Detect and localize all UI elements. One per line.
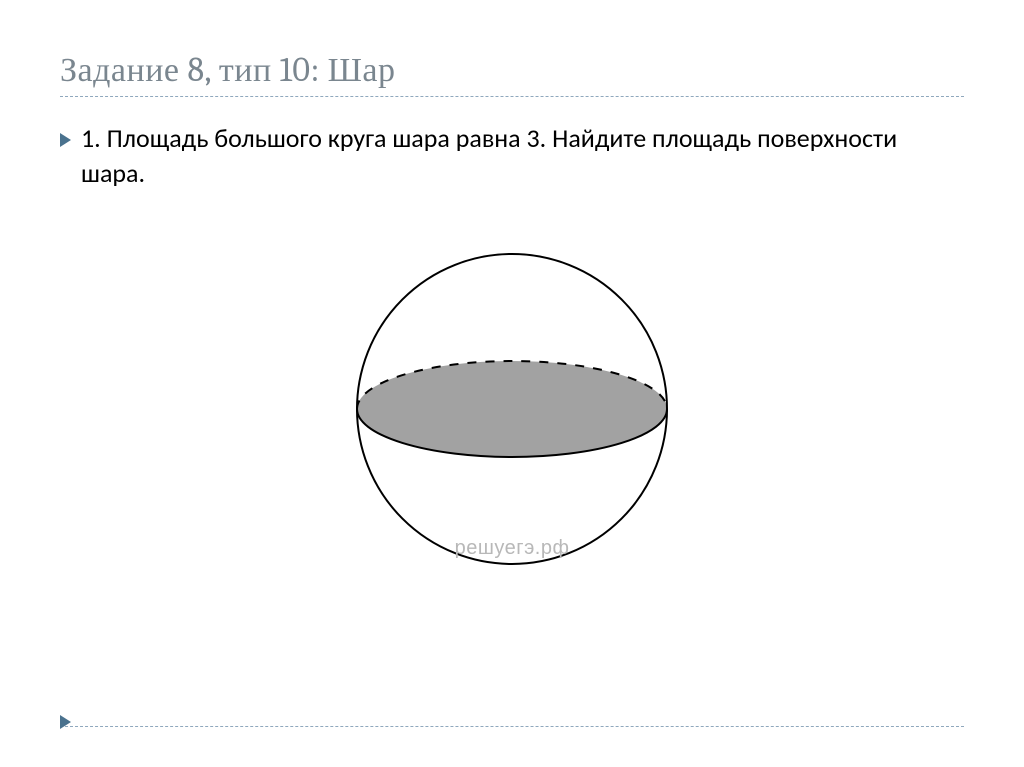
problem-text: 1. Площадь большого круга шара равна 3. … (81, 121, 964, 191)
footer-divider (60, 726, 964, 727)
footer-marker-icon (60, 715, 71, 733)
bullet-icon (60, 133, 71, 147)
title-divider (60, 96, 964, 97)
page-title: Задание 8, тип 10: Шар (60, 50, 964, 90)
problem-statement: 1. Площадь большого круга шара равна 3. … (60, 121, 964, 191)
sphere-diagram: решуегэ.рф (342, 239, 682, 579)
watermark-text: решуегэ.рф (455, 537, 570, 559)
figure-container: решуегэ.рф (60, 239, 964, 579)
